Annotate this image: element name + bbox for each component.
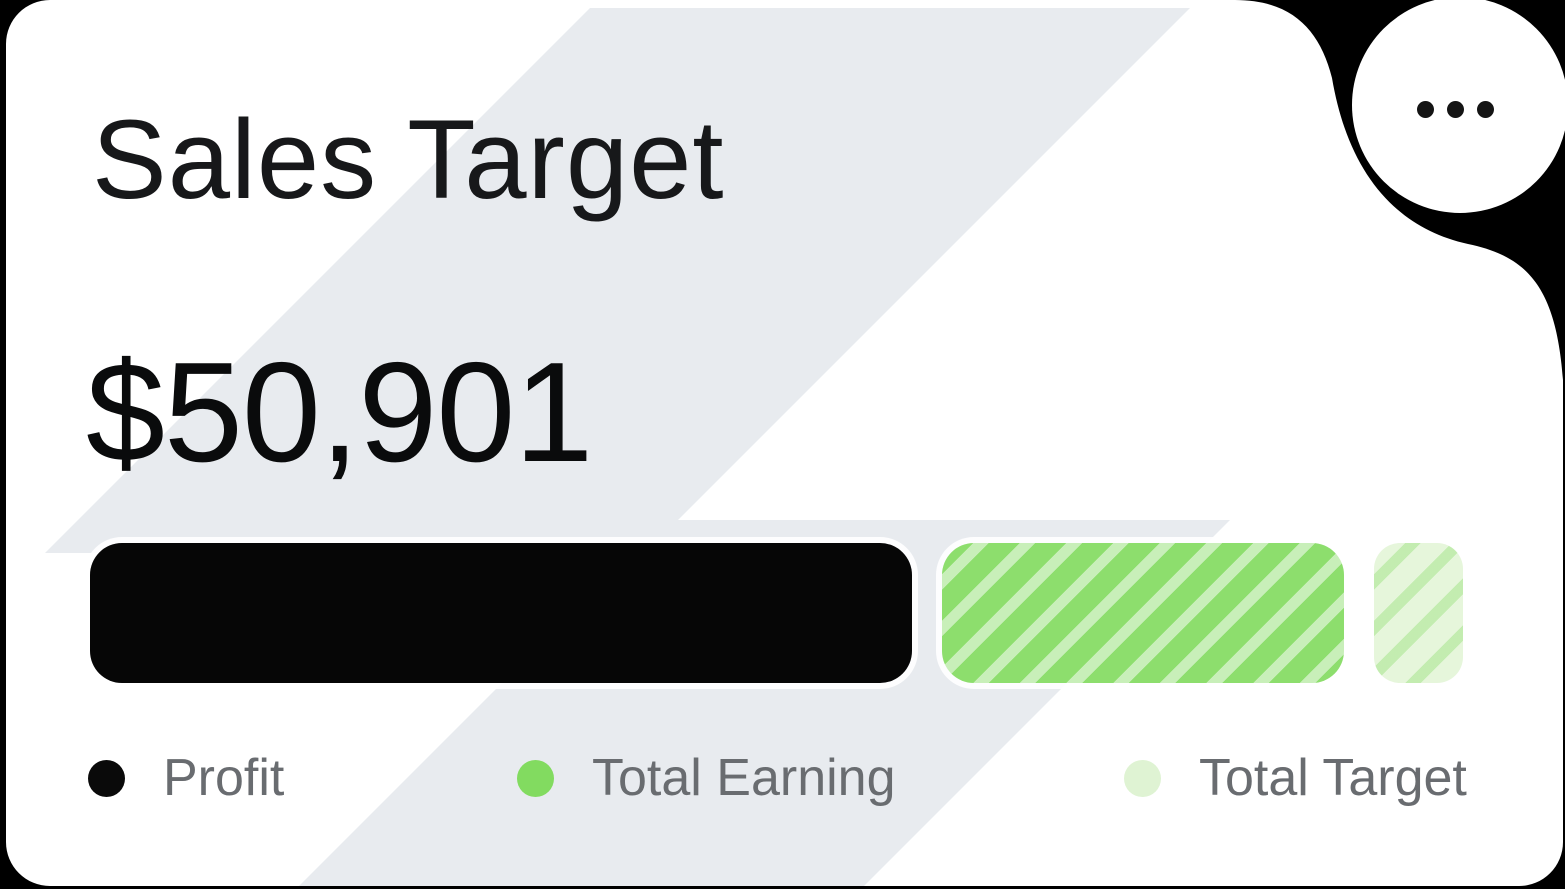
legend-item-total-earning: Total Earning (517, 749, 896, 807)
progress-segment-total-target (1373, 543, 1464, 683)
background-ribbon-top (45, 8, 1190, 553)
legend-item-profit: Profit (88, 749, 285, 807)
card-title: Sales Target (92, 97, 725, 222)
legend: Profit Total Earning Total Target (0, 749, 1565, 807)
sales-amount: $50,901 (86, 333, 593, 492)
progress-segment-profit (90, 543, 913, 683)
legend-label: Profit (163, 749, 285, 807)
progress-segment-total-earning (942, 543, 1344, 683)
profit-dot-icon (88, 759, 125, 797)
ellipsis-icon (1416, 100, 1494, 118)
more-options-button[interactable] (1352, 0, 1565, 213)
legend-label: Total Target (1199, 749, 1467, 807)
total-earning-dot-icon (517, 759, 554, 797)
total-target-dot-icon (1124, 759, 1161, 797)
legend-item-total-target: Total Target (1124, 749, 1467, 807)
sales-progress-bar (90, 543, 1465, 683)
legend-label: Total Earning (592, 749, 896, 807)
